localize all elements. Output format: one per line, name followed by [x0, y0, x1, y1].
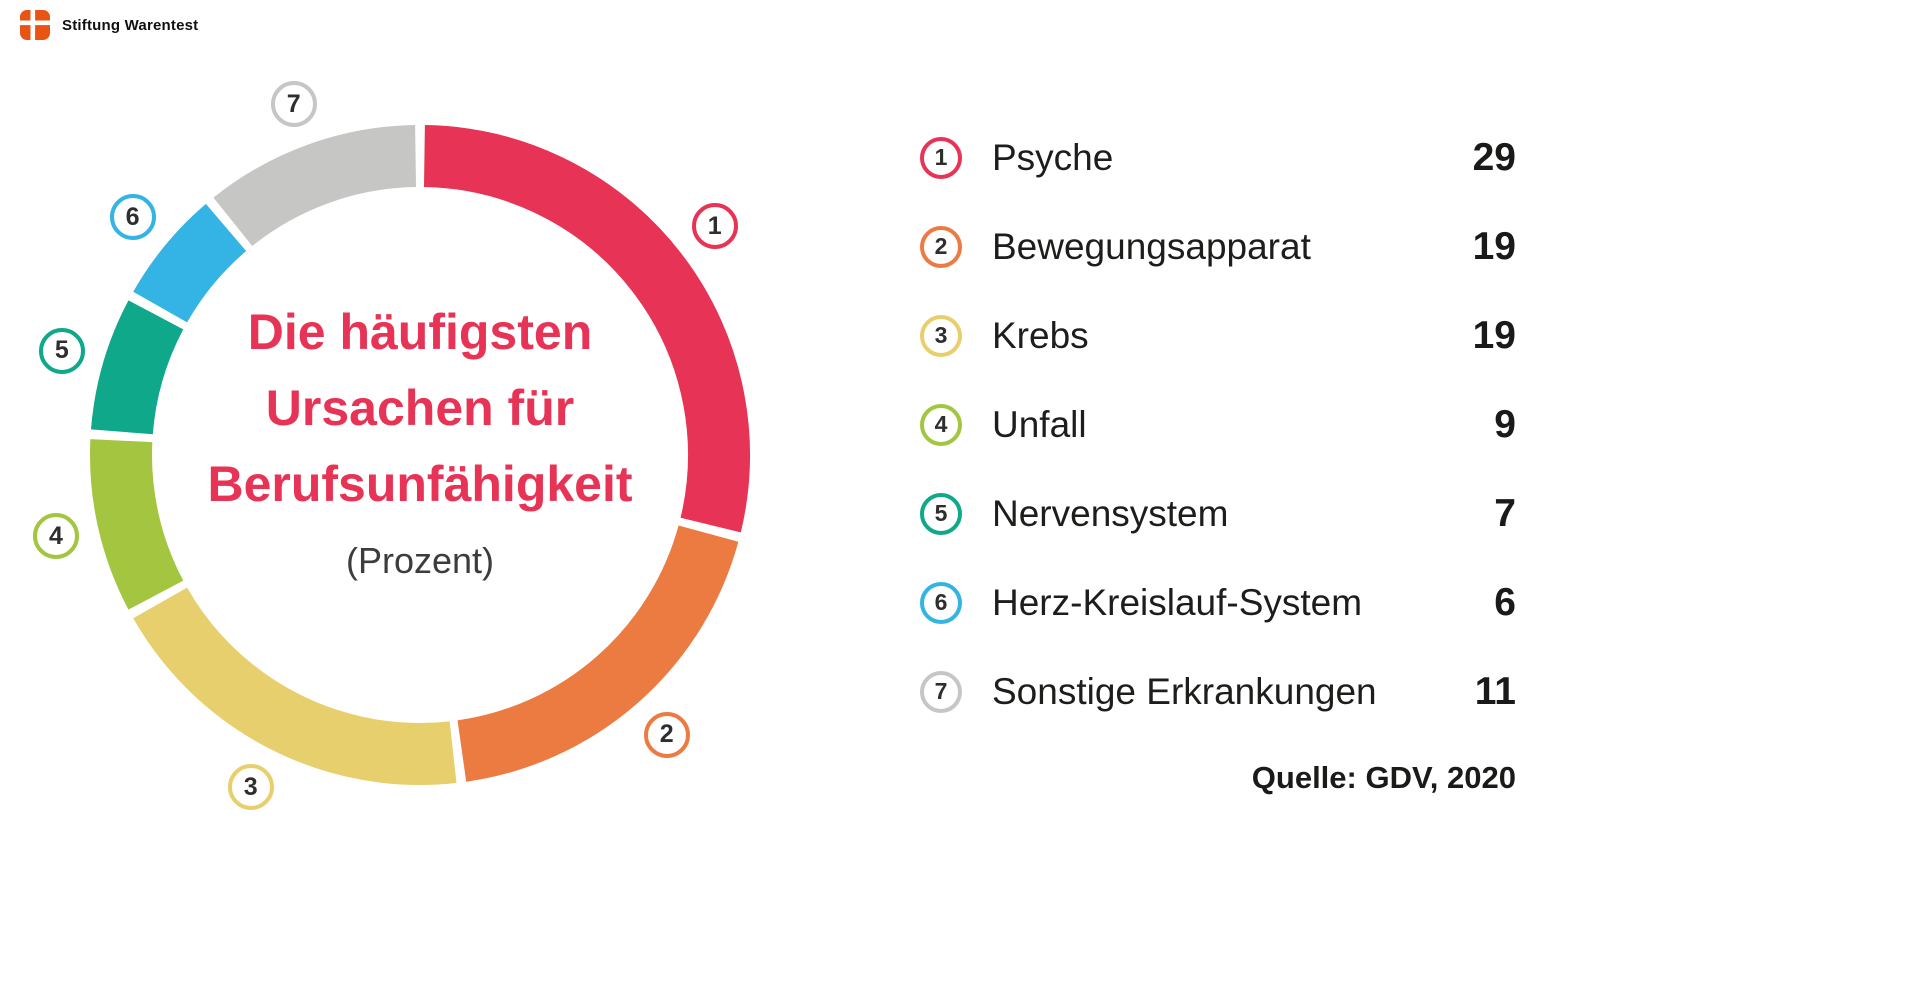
donut-segment-1	[423, 125, 750, 533]
legend-number-badge: 3	[920, 314, 962, 357]
legend-label: Bewegungsapparat	[992, 225, 1311, 267]
legend-label: Sonstige Erkrankungen	[992, 670, 1377, 712]
chart-subtitle: (Prozent)	[345, 540, 495, 581]
donut-badge-3: 3	[227, 764, 274, 811]
legend-value: 19	[1472, 313, 1516, 357]
donut-chart: 1 2 3 4 5 6 7	[0, 25, 850, 885]
legend-value: 9	[1494, 402, 1516, 446]
legend-number-badge: 5	[920, 492, 962, 535]
legend-row: 3 Krebs 19	[920, 291, 1516, 380]
legend-number-badge: 6	[920, 581, 962, 624]
donut-badge-5: 5	[38, 327, 85, 374]
legend-number-badge: 1	[920, 136, 962, 179]
legend-label: Krebs	[992, 314, 1089, 356]
legend-row: 6 Herz-Kreislauf-System 6	[920, 558, 1516, 647]
donut-segment-6	[133, 203, 247, 323]
header: Stiftung Warentest	[20, 10, 198, 40]
legend-row: 7 Sonstige Erkrankungen 11	[920, 647, 1516, 736]
chart-center-text: Die häufigsten Ursachen für Berufsunfähi…	[120, 294, 720, 582]
legend: 1 Psyche 29 2 Bewegungsapparat 19 3 Kreb…	[920, 113, 1516, 736]
legend-row: 4 Unfall 9	[920, 380, 1516, 469]
legend-row: 1 Psyche 29	[920, 113, 1516, 202]
legend-value: 19	[1472, 224, 1516, 268]
stiftung-warentest-logo-icon	[20, 10, 50, 40]
donut-badge-6: 6	[109, 194, 156, 241]
donut-segment-7	[213, 125, 417, 247]
legend-number-badge: 7	[920, 670, 962, 713]
legend-label: Herz-Kreislauf-System	[992, 581, 1363, 623]
donut-segment-4	[90, 439, 184, 610]
donut-ring	[90, 125, 750, 785]
legend-row: 2 Bewegungsapparat 19	[920, 202, 1516, 291]
legend-row: 5 Nervensystem 7	[920, 469, 1516, 558]
legend-label: Psyche	[992, 136, 1114, 178]
donut-badge-4: 4	[32, 513, 79, 560]
chart-title-line-2: Ursachen für	[265, 380, 575, 436]
legend-value: 7	[1494, 491, 1516, 535]
donut-segment-5	[90, 300, 184, 435]
legend-label: Unfall	[992, 403, 1087, 445]
donut-badge-1: 1	[691, 203, 738, 250]
donut-badge-7: 7	[270, 81, 317, 128]
donut-segment-2	[457, 525, 739, 782]
source-note: Quelle: GDV, 2020	[1251, 760, 1516, 795]
legend-number-badge: 4	[920, 403, 962, 446]
legend-label: Nervensystem	[992, 492, 1229, 534]
brand-name: Stiftung Warentest	[62, 16, 199, 34]
donut-segment-3	[133, 587, 457, 785]
legend-value: 29	[1472, 135, 1516, 179]
legend-number-badge: 2	[920, 225, 962, 268]
chart-title-line-1: Die häufigsten	[247, 304, 593, 360]
donut-badge-2: 2	[643, 711, 690, 758]
legend-value: 6	[1494, 580, 1516, 624]
chart-title-line-3: Berufsunfähigkeit	[207, 456, 633, 512]
legend-value: 11	[1474, 669, 1516, 713]
